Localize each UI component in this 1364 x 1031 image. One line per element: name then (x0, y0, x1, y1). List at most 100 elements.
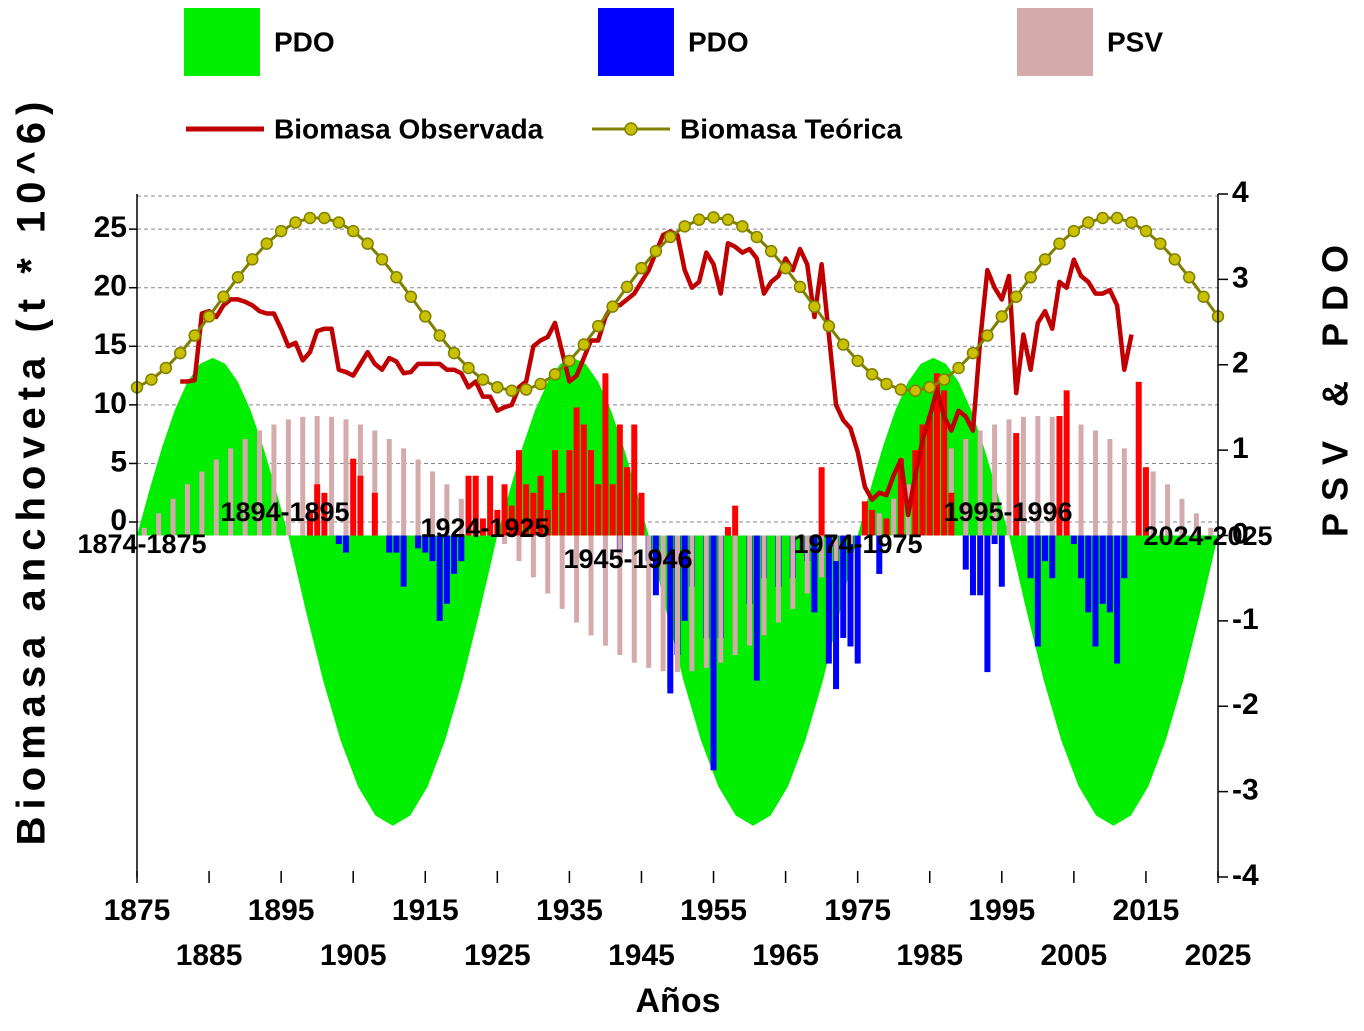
bar (1092, 535, 1099, 647)
bar (861, 501, 868, 536)
bar (919, 424, 926, 536)
marker (202, 310, 216, 323)
annotation: 1894-1895 (220, 497, 349, 527)
x-tick-label: 1945 (608, 939, 675, 972)
bar (494, 509, 501, 536)
y2-tick-label: 4 (1232, 176, 1249, 209)
bar (732, 535, 738, 656)
y-tick-label: 25 (94, 211, 127, 244)
marker (793, 280, 807, 294)
bar (602, 373, 609, 536)
marker (332, 216, 346, 229)
marker (159, 361, 173, 375)
marker (1096, 211, 1109, 225)
marker (909, 384, 922, 397)
bar (652, 535, 659, 596)
bar (1034, 535, 1041, 647)
marker (476, 373, 490, 386)
y2-tick-label: -3 (1232, 774, 1259, 807)
y2-tick-label: 1 (1232, 432, 1249, 465)
bar (969, 535, 976, 596)
bar (458, 498, 464, 536)
bar (551, 450, 558, 536)
marker (534, 377, 547, 391)
bar (314, 415, 320, 536)
bar (984, 535, 991, 673)
bar (775, 535, 781, 623)
marker (260, 237, 273, 250)
bar (602, 535, 608, 646)
x-tick-label: 1995 (968, 894, 1035, 927)
y-tick-label: 0 (110, 504, 127, 537)
bar (213, 459, 219, 536)
bar (443, 535, 450, 604)
bar (170, 498, 176, 536)
bar (422, 535, 429, 553)
bar (451, 535, 458, 574)
bar (350, 458, 357, 536)
marker (591, 319, 605, 333)
marker (1053, 237, 1066, 250)
marker (721, 213, 735, 226)
bar (933, 373, 940, 536)
bar (1056, 415, 1063, 536)
legend-label: PDO (688, 26, 749, 57)
bar (257, 430, 263, 536)
bar (854, 535, 861, 664)
x-tick-label: 1905 (320, 939, 387, 972)
annotation: 2024-2025 (1143, 521, 1272, 551)
bar (465, 475, 472, 536)
bar (487, 475, 494, 536)
x-tick-label: 2015 (1113, 894, 1180, 927)
marker (390, 271, 403, 284)
bar (372, 430, 378, 536)
marker (750, 230, 764, 244)
bar (501, 484, 508, 536)
marker (519, 383, 533, 396)
bar (342, 535, 349, 553)
marker (548, 368, 562, 381)
bar (306, 509, 313, 536)
bar (444, 484, 450, 536)
marker (173, 346, 187, 360)
marker (1067, 224, 1081, 238)
bar (544, 509, 551, 536)
bar (1049, 416, 1055, 536)
bar (718, 535, 724, 663)
bar (1085, 535, 1092, 613)
marker (779, 261, 792, 275)
bar (790, 535, 796, 609)
bar (588, 535, 594, 636)
y2-tick-label: -2 (1232, 688, 1259, 721)
y2-tick-label: 3 (1232, 261, 1249, 294)
marker (1139, 224, 1153, 238)
bar (998, 535, 1005, 587)
marker (1110, 211, 1124, 225)
marker (375, 253, 389, 266)
x-tick-label: 1885 (176, 939, 243, 972)
marker (851, 354, 864, 368)
y2-tick-label: -4 (1232, 859, 1259, 892)
marker (620, 280, 634, 294)
y-tick-label: 15 (94, 328, 127, 361)
bar (357, 475, 364, 536)
marker (894, 383, 908, 396)
bar (869, 509, 876, 536)
bar (141, 527, 147, 536)
bar (660, 535, 666, 672)
marker (404, 290, 418, 303)
bar (199, 471, 205, 536)
bar (747, 535, 753, 646)
bar (458, 535, 465, 562)
bar (876, 513, 882, 536)
bar (508, 505, 515, 536)
bar (588, 450, 595, 536)
bar (1013, 433, 1020, 536)
bar (184, 484, 190, 536)
bar (962, 535, 969, 570)
marker (678, 220, 691, 233)
marker (289, 216, 302, 229)
marker (966, 346, 980, 360)
marker (1009, 290, 1023, 303)
